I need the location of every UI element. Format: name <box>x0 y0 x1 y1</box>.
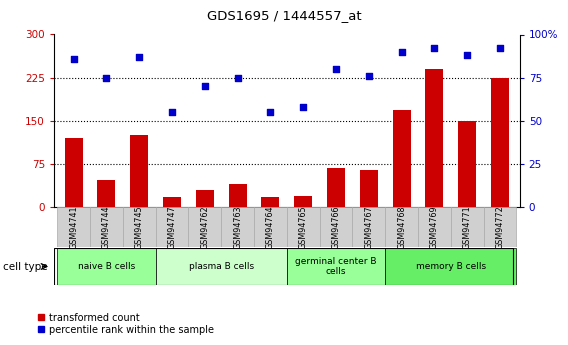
Text: GSM94767: GSM94767 <box>364 205 373 249</box>
Point <box>364 73 373 79</box>
Bar <box>123 207 156 247</box>
Bar <box>483 207 516 247</box>
Bar <box>287 248 385 285</box>
Text: GSM94745: GSM94745 <box>135 205 144 249</box>
Bar <box>327 168 345 207</box>
Text: GSM94741: GSM94741 <box>69 205 78 249</box>
Point <box>397 49 406 55</box>
Point <box>266 109 275 115</box>
Point <box>69 56 78 61</box>
Bar <box>156 207 189 247</box>
Text: plasma B cells: plasma B cells <box>189 262 254 271</box>
Bar <box>392 110 411 207</box>
Bar <box>222 207 254 247</box>
Bar <box>451 207 483 247</box>
Bar <box>294 196 312 207</box>
Point <box>135 54 144 60</box>
Text: GSM94747: GSM94747 <box>168 205 177 249</box>
Bar <box>57 248 156 285</box>
Bar <box>163 197 181 207</box>
Text: GSM94765: GSM94765 <box>299 205 308 249</box>
Bar <box>385 248 516 285</box>
Bar <box>156 248 287 285</box>
Text: GSM94768: GSM94768 <box>397 205 406 249</box>
Bar <box>491 78 509 207</box>
Text: GSM94771: GSM94771 <box>463 205 472 249</box>
Bar <box>261 197 279 207</box>
Point <box>201 83 210 89</box>
Bar <box>352 207 385 247</box>
Bar <box>425 69 444 207</box>
Bar <box>458 121 476 207</box>
Bar <box>287 207 320 247</box>
Bar <box>360 170 378 207</box>
Text: memory B cells: memory B cells <box>416 262 486 271</box>
Bar <box>385 207 418 247</box>
Text: naive B cells: naive B cells <box>78 262 135 271</box>
Bar <box>418 207 451 247</box>
Text: cell type: cell type <box>3 262 48 272</box>
Point <box>495 46 504 51</box>
Point <box>102 75 111 80</box>
Bar <box>90 207 123 247</box>
Point <box>299 104 308 110</box>
Point <box>168 109 177 115</box>
Text: germinal center B
cells: germinal center B cells <box>295 257 377 276</box>
Legend: transformed count, percentile rank within the sample: transformed count, percentile rank withi… <box>34 309 218 338</box>
Bar <box>130 135 148 207</box>
Bar <box>320 207 352 247</box>
Point <box>463 52 472 58</box>
Bar <box>57 207 90 247</box>
Bar <box>196 190 214 207</box>
Point <box>430 46 439 51</box>
Bar <box>228 184 247 207</box>
Text: GDS1695 / 1444557_at: GDS1695 / 1444557_at <box>207 9 361 22</box>
Bar <box>189 207 222 247</box>
Text: GSM94766: GSM94766 <box>332 205 341 249</box>
Text: GSM94769: GSM94769 <box>430 205 439 249</box>
Text: GSM94772: GSM94772 <box>495 205 504 249</box>
Text: GSM94764: GSM94764 <box>266 205 275 249</box>
Text: GSM94762: GSM94762 <box>201 205 210 249</box>
Point <box>233 75 242 80</box>
Bar <box>98 180 115 207</box>
Bar <box>254 207 287 247</box>
Text: GSM94763: GSM94763 <box>233 205 242 249</box>
Text: GSM94744: GSM94744 <box>102 205 111 249</box>
Point <box>332 66 341 72</box>
Bar <box>65 138 83 207</box>
